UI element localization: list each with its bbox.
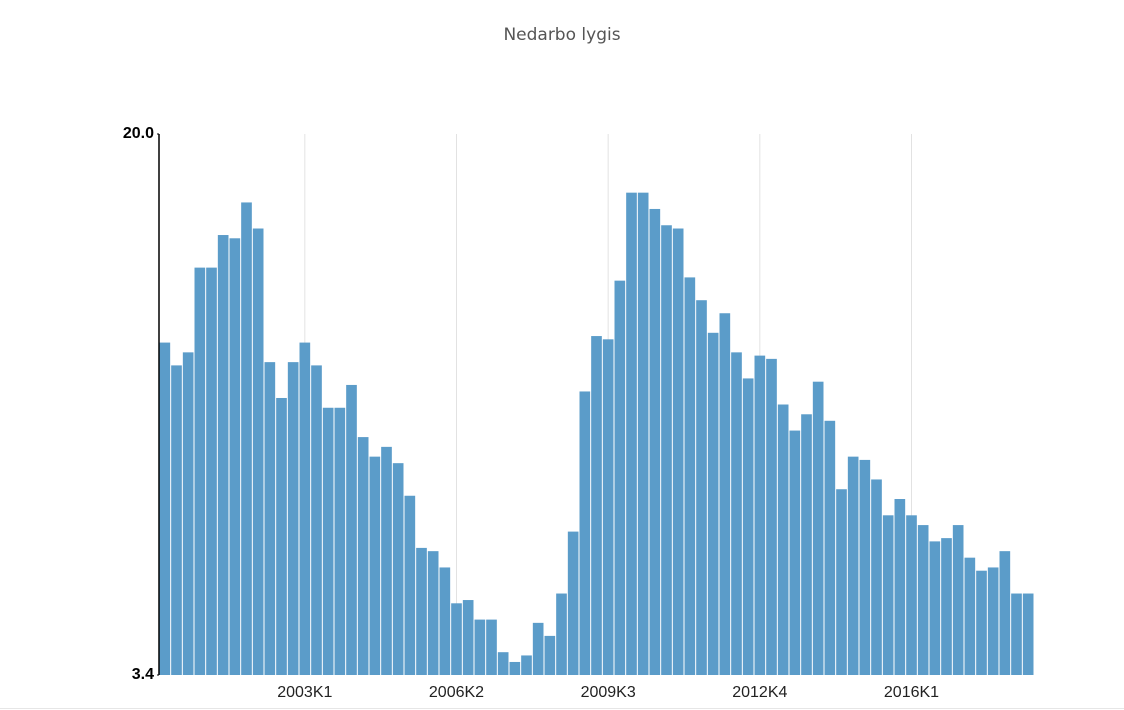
bar	[637, 192, 649, 675]
bar	[404, 495, 416, 675]
bar	[859, 459, 871, 675]
bar	[206, 267, 217, 675]
x-tick-label: 2003K1	[277, 684, 332, 701]
bar	[987, 567, 999, 675]
bar	[346, 384, 357, 675]
bar	[357, 437, 369, 675]
bar	[194, 267, 206, 675]
bar	[299, 342, 311, 675]
bar	[591, 336, 602, 675]
bar	[777, 404, 789, 675]
bar	[556, 593, 567, 675]
x-tick-label: 2006K2	[429, 684, 484, 701]
bar	[824, 420, 836, 675]
bar	[766, 358, 777, 675]
bar	[451, 603, 462, 675]
bar	[474, 619, 486, 675]
bar	[976, 570, 987, 675]
chart-title: Nedarbo lygis	[503, 25, 620, 45]
bar	[287, 362, 299, 675]
bar	[836, 489, 847, 675]
bar	[1011, 593, 1022, 675]
bar	[544, 635, 556, 675]
x-tick-label: 2009K3	[581, 684, 636, 701]
bar	[696, 300, 707, 675]
bar	[252, 228, 264, 675]
bar	[602, 339, 614, 675]
x-tick-label: 2016K1	[884, 684, 939, 701]
bar	[311, 365, 322, 675]
bar	[917, 525, 929, 675]
bar	[462, 600, 474, 675]
bar	[731, 352, 742, 675]
bar	[1022, 593, 1034, 675]
bar	[427, 551, 439, 675]
bar	[847, 456, 859, 675]
bar	[626, 192, 637, 675]
bar	[241, 202, 252, 675]
bar	[882, 515, 894, 675]
bar	[392, 463, 404, 675]
bar	[684, 277, 696, 675]
bar	[521, 655, 532, 675]
bar	[614, 280, 626, 675]
y-tick-label: 3.4	[132, 666, 154, 683]
bar	[567, 531, 579, 675]
bar	[532, 622, 544, 675]
bar	[217, 235, 229, 675]
bar	[171, 365, 182, 675]
bar	[999, 551, 1011, 675]
bar	[707, 332, 719, 675]
bar	[661, 225, 672, 676]
bar	[952, 525, 964, 675]
bar	[579, 391, 591, 675]
bar	[276, 397, 287, 675]
bar	[497, 652, 509, 675]
bar	[742, 378, 754, 675]
x-tick-label: 2012K4	[732, 684, 787, 701]
bar	[182, 352, 194, 675]
bar	[894, 499, 906, 675]
bar	[672, 228, 684, 675]
bar	[929, 541, 941, 675]
bar	[719, 313, 731, 675]
bar	[334, 407, 346, 675]
bar	[812, 381, 824, 675]
bar	[369, 456, 381, 675]
bar	[754, 355, 766, 675]
bar	[789, 430, 801, 675]
bar	[801, 414, 812, 675]
bar	[264, 362, 276, 675]
bar	[941, 538, 952, 675]
bar	[906, 515, 917, 675]
bar	[486, 619, 497, 675]
bar	[871, 479, 882, 675]
y-tick-label: 20.0	[123, 125, 154, 142]
bar	[381, 446, 392, 675]
bar	[416, 547, 427, 675]
bar	[649, 208, 661, 675]
bar	[439, 567, 451, 675]
bar	[322, 407, 334, 675]
bar	[159, 342, 171, 675]
bar	[964, 557, 976, 675]
bar	[509, 661, 521, 675]
bar	[229, 238, 241, 675]
